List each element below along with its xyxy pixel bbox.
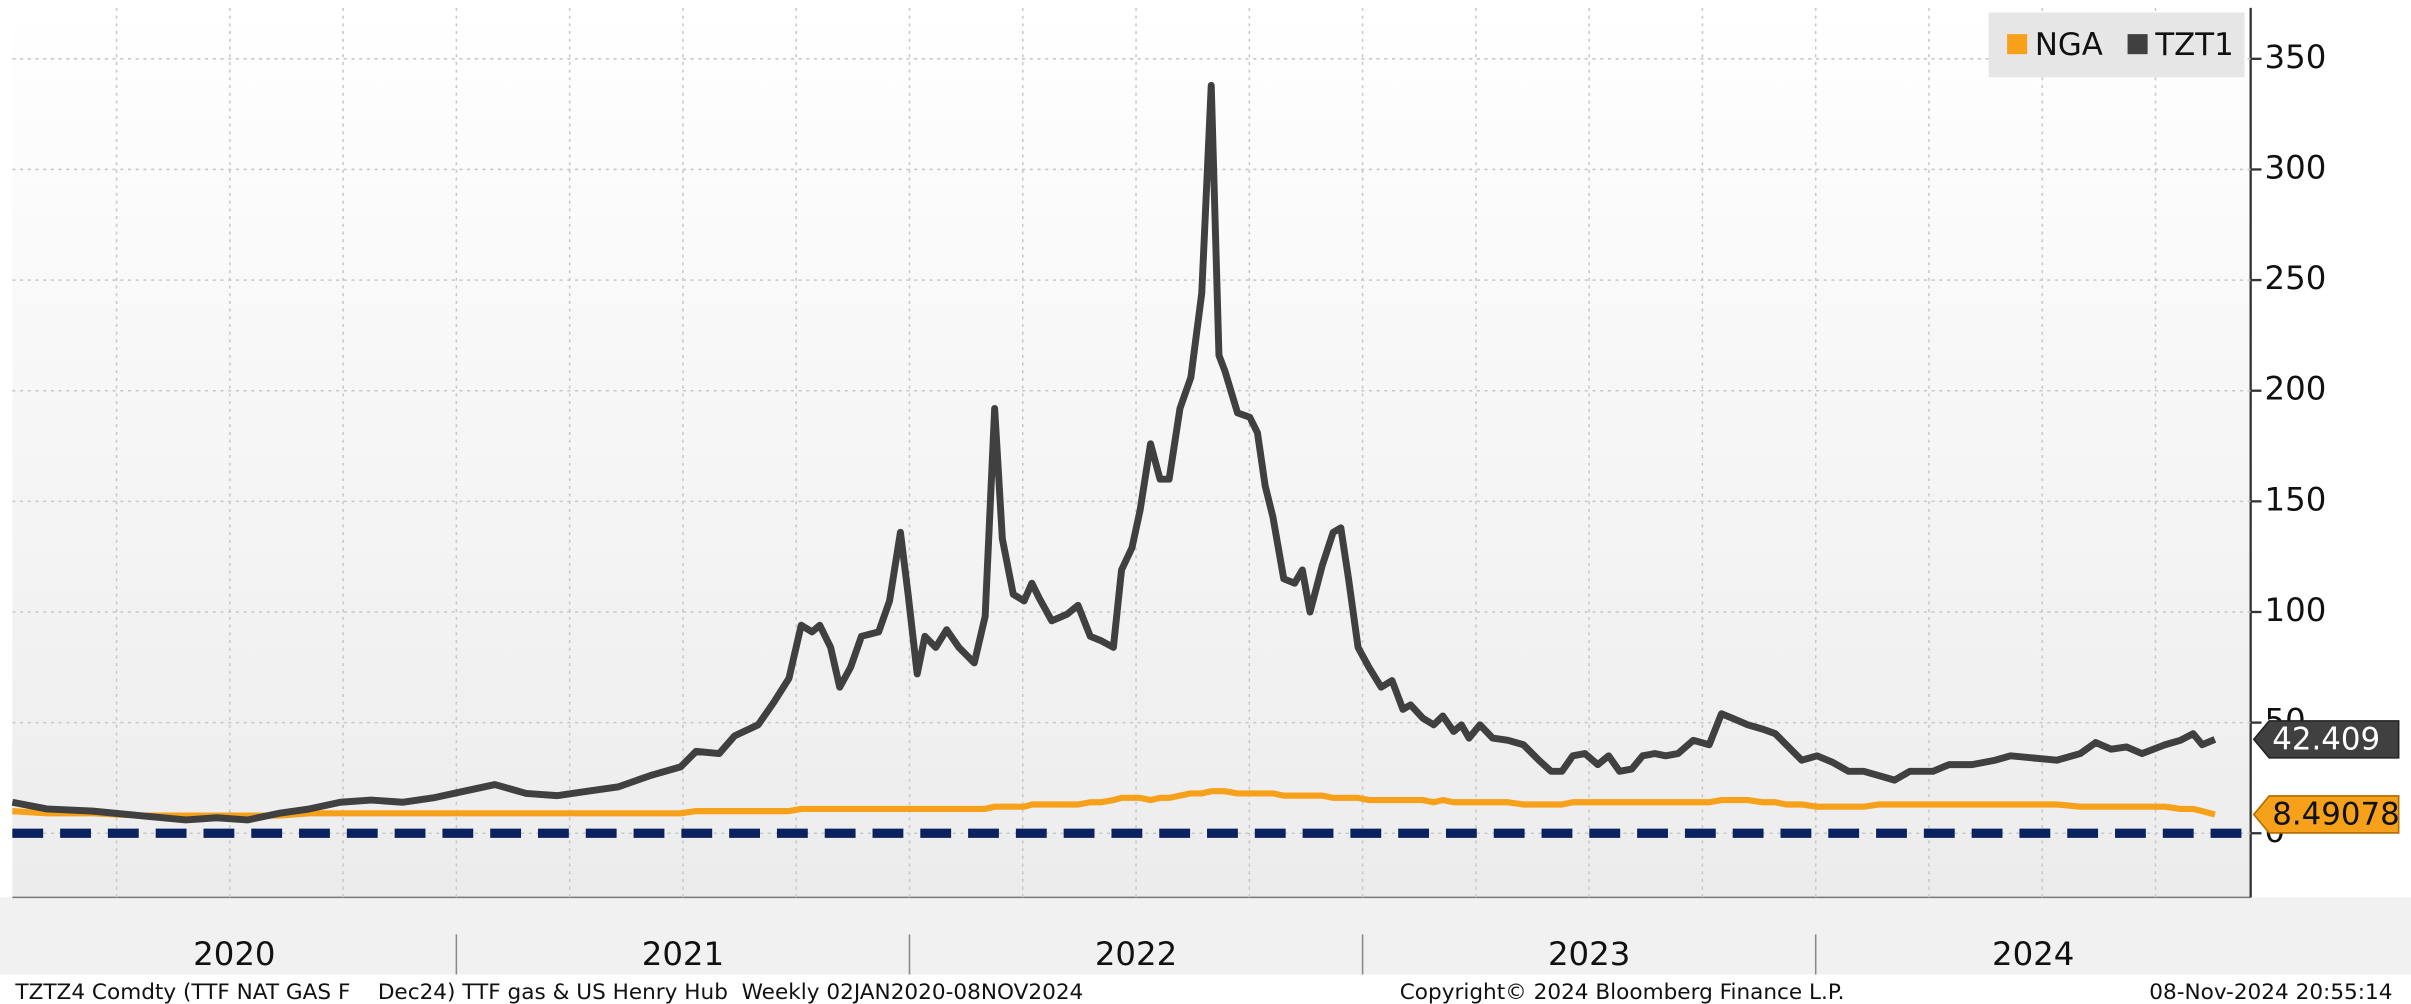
- y-tick-label: 200: [2265, 370, 2327, 408]
- footer-right: 08-Nov-2024 20:55:14: [2149, 980, 2392, 1004]
- last-value-label: 8.49078: [2272, 796, 2399, 832]
- y-tick-label: 100: [2265, 591, 2327, 629]
- series-line: [12, 788, 2216, 819]
- legend-swatch: [2127, 34, 2148, 55]
- x-tick-label: 2024: [1992, 935, 2074, 973]
- x-tick-label: 2022: [1095, 935, 1177, 973]
- legend-box: [1988, 12, 2245, 78]
- last-value-label: 42.409: [2272, 721, 2380, 757]
- legend-label: TZT1: [2154, 27, 2233, 63]
- x-tick-label: 2023: [1548, 935, 1630, 973]
- footer-left: TZTZ4 Comdty (TTF NAT GAS F Dec24) TTF g…: [14, 980, 1083, 1004]
- x-tick-label: 2020: [193, 935, 275, 973]
- y-tick-label: 150: [2265, 480, 2327, 518]
- legend-label: NGA: [2035, 27, 2103, 63]
- x-tick-label: 2021: [642, 935, 724, 973]
- legend-swatch: [2007, 34, 2028, 55]
- y-tick-label: 350: [2265, 38, 2327, 76]
- y-tick-label: 300: [2265, 148, 2327, 186]
- plot-area: [12, 7, 2251, 898]
- y-tick-label: 250: [2265, 259, 2327, 297]
- last-value-box: [2252, 720, 2400, 759]
- x-axis-band: [0, 897, 2411, 975]
- last-value-box: [2252, 795, 2400, 834]
- footer-center: Copyright© 2024 Bloomberg Finance L.P.: [1400, 980, 1845, 1004]
- series-line: [11, 81, 2217, 824]
